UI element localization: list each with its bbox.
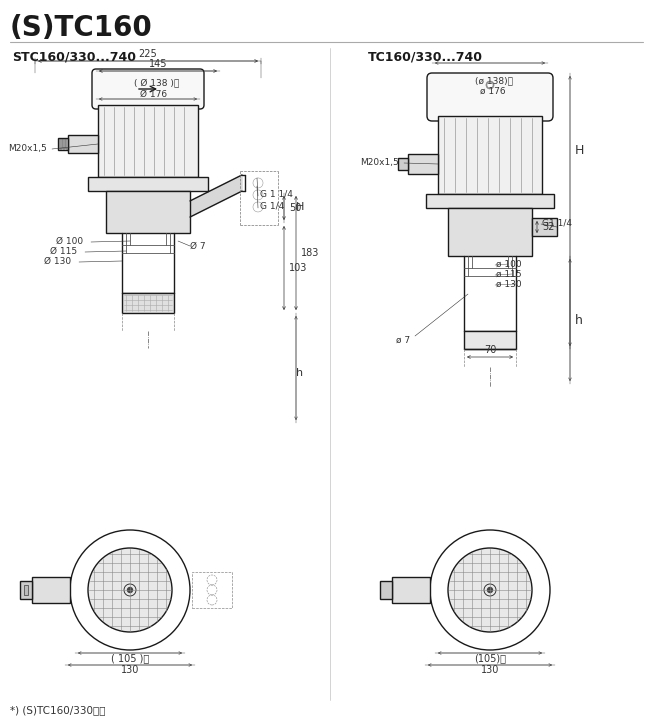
Text: h: h <box>296 368 303 378</box>
Text: Ø 115: Ø 115 <box>50 247 77 255</box>
Circle shape <box>88 548 172 632</box>
Text: TC160/330...740: TC160/330...740 <box>368 50 483 64</box>
Circle shape <box>486 81 494 89</box>
Bar <box>122 293 174 313</box>
Text: ø 7: ø 7 <box>396 336 410 344</box>
Bar <box>60 139 62 149</box>
Text: 103: 103 <box>289 263 308 273</box>
Text: Ø 130: Ø 130 <box>44 257 71 265</box>
Circle shape <box>488 83 492 87</box>
Text: Ø 176: Ø 176 <box>140 90 167 98</box>
Text: ø 115: ø 115 <box>496 270 522 278</box>
Text: ø 130: ø 130 <box>496 280 522 288</box>
Circle shape <box>462 224 466 227</box>
Text: H: H <box>575 145 584 158</box>
Text: (S)TC160: (S)TC160 <box>10 14 153 42</box>
Bar <box>380 581 392 599</box>
Bar <box>20 581 32 599</box>
Polygon shape <box>190 175 242 217</box>
Bar <box>426 194 554 208</box>
Bar <box>66 139 68 149</box>
Bar <box>438 116 542 194</box>
Bar <box>58 138 68 150</box>
Bar <box>448 208 532 256</box>
Text: (105)＊: (105)＊ <box>474 653 506 663</box>
Bar <box>392 577 430 603</box>
Bar <box>68 135 98 153</box>
Bar <box>532 218 557 236</box>
Text: G 1 1/4: G 1 1/4 <box>260 189 293 199</box>
Text: *) (S)TC160/330尺寸: *) (S)TC160/330尺寸 <box>10 705 106 715</box>
Text: 130: 130 <box>481 665 499 675</box>
Circle shape <box>448 548 532 632</box>
Circle shape <box>127 587 133 592</box>
Bar <box>24 585 28 595</box>
Text: 70: 70 <box>484 345 496 355</box>
Bar <box>464 331 516 349</box>
Circle shape <box>488 587 492 592</box>
Text: h: h <box>575 313 583 326</box>
Text: ( 105 )＊: ( 105 )＊ <box>111 653 149 663</box>
Text: H: H <box>296 202 304 212</box>
Bar <box>398 158 408 170</box>
Text: M20x1,5: M20x1,5 <box>8 143 47 153</box>
FancyBboxPatch shape <box>92 69 204 109</box>
Text: ø 176: ø 176 <box>480 87 505 95</box>
Bar <box>88 177 208 191</box>
Text: Ø 100: Ø 100 <box>56 237 83 245</box>
Text: 32: 32 <box>542 222 554 232</box>
FancyBboxPatch shape <box>427 73 553 121</box>
Bar <box>408 154 438 174</box>
Text: 183: 183 <box>301 248 319 258</box>
Text: G 1/4: G 1/4 <box>260 201 284 211</box>
Text: M20x1,5: M20x1,5 <box>360 158 399 166</box>
Text: (ø 138)＊: (ø 138)＊ <box>475 77 513 85</box>
Text: ( Ø 138 )＊: ( Ø 138 )＊ <box>134 78 180 87</box>
Text: STC160/330...740: STC160/330...740 <box>12 50 136 64</box>
Text: 145: 145 <box>149 59 167 69</box>
Circle shape <box>515 224 517 227</box>
Bar <box>192 572 232 608</box>
Text: Ø 7: Ø 7 <box>190 242 206 250</box>
Text: 50: 50 <box>289 203 302 213</box>
Bar <box>32 577 70 603</box>
Text: G1 1/4: G1 1/4 <box>542 219 572 227</box>
Bar <box>106 191 190 233</box>
Text: 225: 225 <box>138 49 157 59</box>
Text: 130: 130 <box>121 665 139 675</box>
Text: ø 100: ø 100 <box>496 260 522 268</box>
Bar <box>98 105 198 177</box>
Bar <box>63 139 65 149</box>
